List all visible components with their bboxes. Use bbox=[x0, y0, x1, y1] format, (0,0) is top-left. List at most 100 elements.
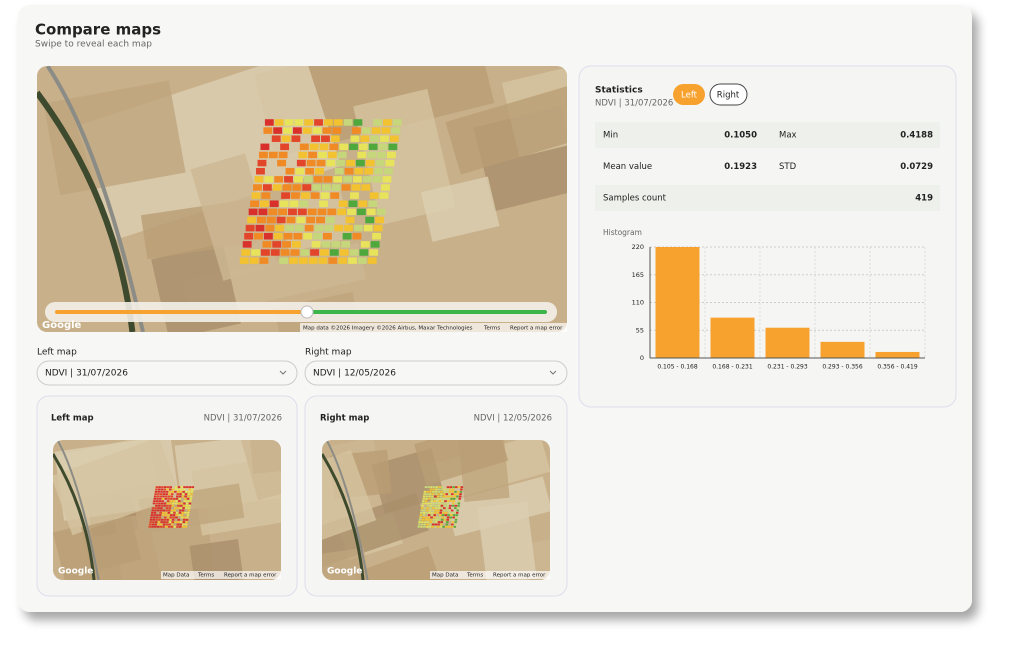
ndvi-cell bbox=[441, 500, 444, 503]
right-map bbox=[322, 440, 550, 580]
left-button[interactable] bbox=[673, 84, 705, 105]
ndvi-cell bbox=[419, 514, 423, 517]
ndvi-cell bbox=[251, 192, 261, 199]
ndvi-cell bbox=[285, 224, 294, 232]
ndvi-cell bbox=[168, 507, 171, 510]
ndvi-cell bbox=[162, 523, 166, 526]
report[interactable]: Report a map error bbox=[510, 326, 563, 332]
ndvi-cell bbox=[302, 184, 312, 191]
ndvi-cell bbox=[278, 151, 288, 159]
ndvi-cell bbox=[317, 208, 327, 216]
ndvi-cell bbox=[150, 514, 154, 517]
ndvi-cell bbox=[366, 208, 376, 216]
ndvi-cell bbox=[274, 176, 284, 183]
ndvi-cell bbox=[305, 167, 315, 175]
ndvi-cell bbox=[262, 184, 272, 191]
ndvi-cell bbox=[431, 511, 434, 514]
ndvi-cell bbox=[179, 504, 183, 507]
y-tick-label: 220 bbox=[632, 243, 644, 251]
terms[interactable]: Terms bbox=[483, 326, 500, 332]
ndvi-cell bbox=[445, 509, 448, 512]
ndvi-cell bbox=[175, 511, 179, 514]
ndvi-cell bbox=[440, 507, 443, 510]
ndvi-cell bbox=[338, 257, 348, 264]
slider-knob[interactable] bbox=[300, 305, 314, 319]
ndvi-cell bbox=[261, 192, 271, 199]
ndvi-cell bbox=[368, 200, 378, 207]
field bbox=[353, 545, 445, 580]
ndvi-cell bbox=[260, 143, 270, 151]
stat-value: 0.1050 bbox=[724, 131, 757, 141]
ndvi-cell bbox=[180, 516, 184, 519]
ndvi-cell bbox=[187, 490, 191, 493]
ndvi-cell bbox=[437, 509, 440, 512]
ndvi-cell bbox=[445, 523, 449, 526]
ndvi-cell bbox=[370, 135, 380, 142]
ndvi-cell bbox=[282, 241, 291, 248]
ndvi-cell bbox=[239, 257, 249, 264]
ndvi-cell bbox=[172, 514, 176, 517]
ndvi-cell bbox=[438, 514, 442, 517]
ndvi-cell bbox=[290, 249, 300, 256]
ndvi-cell bbox=[376, 208, 386, 216]
report: Report a map error bbox=[224, 573, 277, 579]
ndvi-cell bbox=[427, 518, 430, 521]
ndvi-cell bbox=[162, 525, 165, 528]
ndvi-cell bbox=[154, 507, 158, 510]
ndvi-cell bbox=[304, 224, 314, 232]
ndvi-cell bbox=[163, 486, 167, 489]
ndvi-cell bbox=[307, 208, 317, 216]
ndvi-cell bbox=[165, 507, 169, 510]
ndvi-cell bbox=[431, 493, 435, 496]
ndvi-cell bbox=[169, 500, 173, 503]
ndvi-cell bbox=[157, 488, 161, 491]
ndvi-cell bbox=[178, 495, 182, 498]
ndvi-cell bbox=[158, 514, 162, 517]
ndvi-cell bbox=[285, 167, 295, 175]
ndvi-cell bbox=[166, 518, 169, 521]
ndvi-cell bbox=[443, 518, 447, 521]
ndvi-cell bbox=[359, 249, 369, 256]
ndvi-cell bbox=[440, 490, 443, 493]
ndvi-cell bbox=[171, 488, 175, 491]
ndvi-cell bbox=[449, 500, 453, 503]
ndvi-cell bbox=[351, 184, 361, 191]
ndvi-cell bbox=[438, 518, 441, 521]
select[interactable] bbox=[304, 360, 568, 386]
ndvi-cell bbox=[422, 500, 425, 503]
ndvi-cell bbox=[424, 502, 427, 505]
main-map[interactable] bbox=[37, 21, 649, 376]
ndvi-cell bbox=[313, 176, 323, 183]
ndvi-cell bbox=[456, 511, 459, 514]
ndvi-cell bbox=[418, 521, 421, 524]
ndvi-cell bbox=[259, 200, 269, 207]
ndvi-cell bbox=[191, 488, 194, 491]
ndvi-cell bbox=[174, 507, 177, 510]
ndvi-cell bbox=[182, 504, 186, 507]
ndvi-cell bbox=[254, 176, 264, 183]
ndvi-cell bbox=[451, 493, 454, 496]
select-label: Right map bbox=[305, 348, 352, 358]
ndvi-cell bbox=[189, 500, 192, 503]
right-button[interactable] bbox=[709, 83, 748, 106]
ndvi-cell bbox=[183, 516, 186, 519]
ndvi-cell bbox=[445, 525, 448, 528]
ndvi-cell bbox=[457, 502, 461, 505]
ndvi-cell bbox=[175, 516, 178, 519]
ndvi-cell bbox=[155, 518, 158, 521]
ndvi-cell bbox=[191, 486, 195, 489]
ndvi-cell bbox=[334, 167, 344, 175]
ndvi-cell bbox=[429, 502, 433, 505]
ndvi-cell bbox=[185, 507, 188, 510]
stat-label: Mean value bbox=[603, 162, 652, 172]
ndvi-cell bbox=[333, 119, 343, 126]
select[interactable] bbox=[36, 360, 298, 386]
ndvi-cell bbox=[423, 523, 426, 526]
ndvi-cell bbox=[186, 500, 189, 503]
ndvi-cell bbox=[162, 511, 165, 514]
ndvi-cell bbox=[435, 488, 438, 491]
ndvi-cell bbox=[442, 511, 445, 514]
ndvi-cell bbox=[184, 523, 188, 526]
ndvi-cell bbox=[446, 516, 450, 519]
ndvi-cell bbox=[449, 518, 452, 521]
